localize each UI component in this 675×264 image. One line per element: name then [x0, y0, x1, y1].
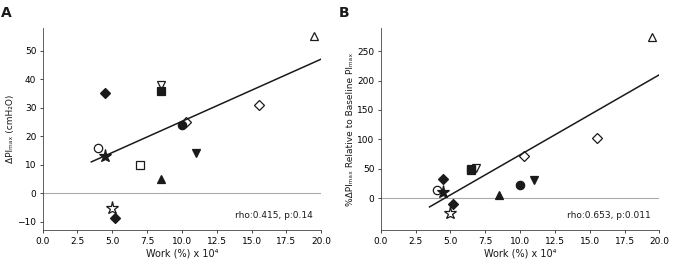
Y-axis label: ΔPIₘₐₓ (cmH₂O): ΔPIₘₐₓ (cmH₂O)	[5, 95, 15, 163]
Text: B: B	[339, 6, 350, 20]
X-axis label: Work (%) x 10⁴: Work (%) x 10⁴	[484, 248, 556, 258]
Text: rho:0.415, p:0.14: rho:0.415, p:0.14	[235, 211, 313, 220]
Y-axis label: %ΔPIₘₐₓ Relative to Baseline PIₘₐₓ: %ΔPIₘₐₓ Relative to Baseline PIₘₐₓ	[346, 53, 354, 206]
X-axis label: Work (%) x 10⁴: Work (%) x 10⁴	[146, 248, 218, 258]
Text: rho:0.653, p:0.011: rho:0.653, p:0.011	[567, 211, 651, 220]
Text: A: A	[1, 6, 11, 20]
